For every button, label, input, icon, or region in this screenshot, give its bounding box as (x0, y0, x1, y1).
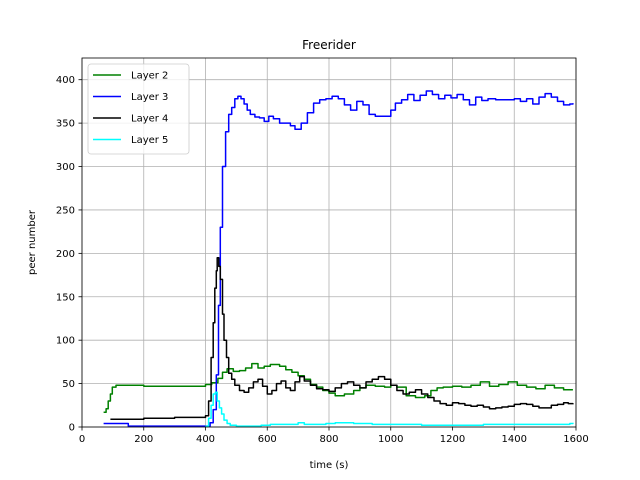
series-line-layer-4 (110, 256, 574, 420)
y-axis-ticks: 0 50 100 150 200 250 300 350 400 (56, 75, 82, 434)
legend-label-layer-5: Layer 5 (131, 135, 168, 146)
x-tick-label: 800 (319, 434, 338, 445)
x-tick-label: 1600 (563, 434, 588, 445)
x-tick-label: 200 (134, 434, 153, 445)
y-axis-label: peer number (27, 209, 38, 275)
legend-label-layer-4: Layer 4 (131, 114, 168, 125)
x-tick-label: 400 (196, 434, 215, 445)
x-tick-label: 1200 (440, 434, 465, 445)
x-tick-label: 1000 (378, 434, 403, 445)
x-tick-label: 600 (258, 434, 277, 445)
legend-entries: Layer 2 Layer 3 Layer 4 Layer 5 (93, 71, 168, 146)
y-tick-label: 0 (69, 423, 75, 434)
y-tick-label: 100 (56, 336, 75, 347)
y-tick-label: 200 (56, 249, 75, 260)
legend-label-layer-3: Layer 3 (131, 92, 168, 103)
y-tick-label: 300 (56, 162, 75, 173)
y-tick-label: 150 (56, 292, 75, 303)
y-tick-label: 400 (56, 75, 75, 86)
grid-lines (81, 58, 577, 428)
x-axis-label: time (s) (310, 460, 349, 471)
chart-title: Freerider (302, 38, 356, 52)
y-tick-label: 50 (62, 379, 75, 390)
legend-label-layer-2: Layer 2 (131, 71, 168, 82)
series-lines (103, 90, 574, 427)
series-line-layer-5 (205, 391, 574, 427)
x-tick-label: 1400 (502, 434, 527, 445)
legend: Layer 2 Layer 3 Layer 4 Layer 5 (87, 63, 190, 155)
series-line-layer-3 (103, 90, 574, 427)
y-tick-label: 250 (56, 205, 75, 216)
x-tick-label: 0 (79, 434, 85, 445)
x-axis-ticks: 0 200 400 600 800 1000 1200 1400 1600 (79, 427, 589, 445)
y-tick-label: 350 (56, 119, 75, 130)
legend-box (87, 63, 190, 155)
